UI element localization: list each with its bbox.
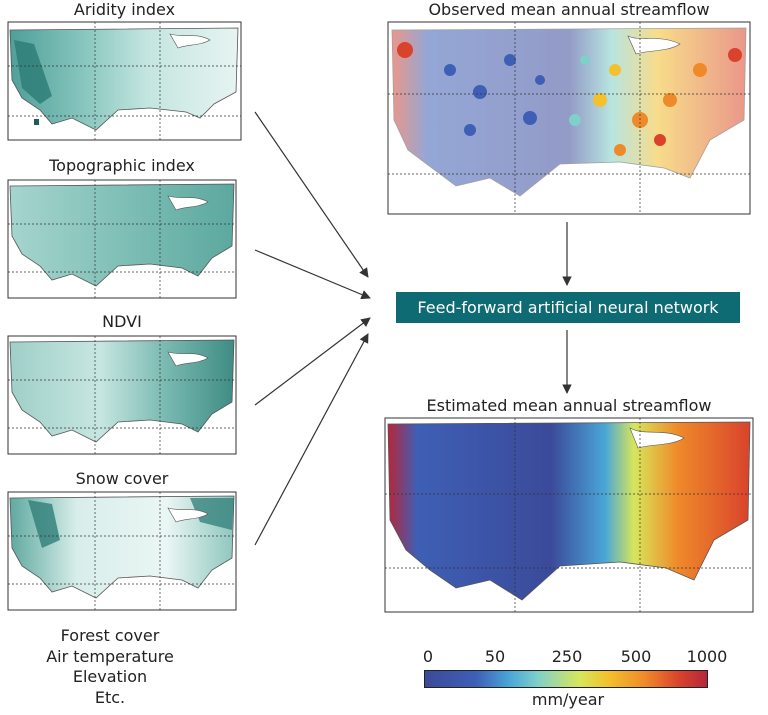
colorbar-tick: 250	[551, 647, 583, 666]
colorbar-tick: 1000	[686, 647, 728, 666]
colorbar-ticks: 0 50 250 500 1000	[422, 647, 727, 667]
observed-streamflow-map	[387, 21, 751, 215]
snow-cover-title: Snow cover	[75, 469, 169, 488]
arrow-snow	[254, 333, 369, 546]
extra-input-item: Elevation	[72, 667, 148, 686]
colorbar-unit: mm/year	[531, 690, 605, 709]
topographic-map	[7, 179, 237, 299]
ndvi-title: NDVI	[102, 312, 142, 331]
neural-network-box: Feed-forward artificial neural network	[396, 292, 740, 323]
estimated-title: Estimated mean annual streamflow	[426, 396, 712, 415]
extra-input-item: Air temperature	[46, 646, 174, 666]
colorbar-tick: 500	[620, 647, 652, 666]
estimated-streamflow-map	[384, 417, 754, 613]
aridity-title: Aridity index	[73, 0, 176, 19]
arrow-topographic	[254, 249, 371, 300]
extra-input-item: Forest cover	[60, 626, 160, 645]
ndvi-map	[7, 335, 237, 455]
arrow-ndvi	[254, 317, 371, 406]
colorbar-tick: 50	[484, 647, 506, 666]
extra-input-item: Etc.	[94, 687, 126, 707]
observed-title: Observed mean annual streamflow	[428, 0, 710, 19]
arrow-aridity	[254, 111, 369, 278]
extra-inputs-list: Forest cover Air temperature Elevation E…	[40, 626, 180, 708]
aridity-map	[7, 21, 242, 141]
neural-network-label: Feed-forward artificial neural network	[417, 298, 719, 317]
colorbar	[424, 670, 708, 688]
colorbar-tick: 0	[422, 647, 434, 666]
topographic-title: Topographic index	[49, 156, 195, 175]
snow-cover-map	[7, 491, 237, 611]
